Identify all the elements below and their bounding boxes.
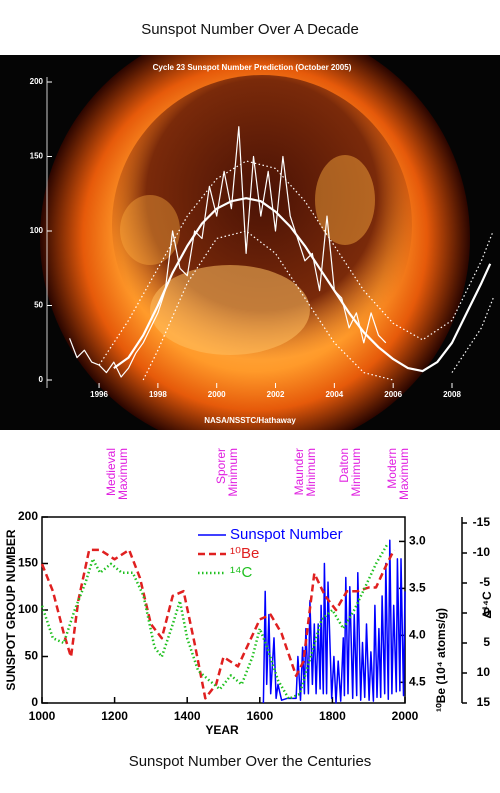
y3-tick-label: 5	[483, 635, 490, 649]
x-tick-label: 1800	[319, 709, 346, 723]
y2-tick-label: 4.0	[409, 628, 426, 642]
y-tick-label: 0	[31, 695, 38, 709]
y2-tick-label: 3.0	[409, 534, 426, 548]
chart-title: Cycle 23 Sunspot Number Prediction (Octo…	[153, 63, 352, 72]
x-tick-label: 2000	[392, 709, 419, 723]
series-line	[40, 548, 396, 700]
x-tick-label: 2000	[208, 390, 226, 399]
y-tick-label: 150	[18, 556, 38, 570]
x-tick-label: 2002	[267, 390, 285, 399]
x-axis-title: YEAR	[205, 723, 239, 737]
annotation: Maximum	[397, 448, 411, 500]
x-tick-label: 1400	[174, 709, 201, 723]
annotation: Medieval	[104, 448, 118, 496]
x-tick-label: 1996	[90, 390, 108, 399]
y-tick-label: 50	[25, 649, 39, 663]
y3-tick-label: -15	[473, 515, 491, 529]
legend-label: ¹⁴C	[230, 564, 252, 581]
x-tick-label: 2008	[443, 390, 461, 399]
sun-image	[0, 55, 500, 430]
y-tick-label: 150	[30, 152, 44, 161]
y-tick-label: 200	[18, 509, 38, 523]
y3-tick-label: 0	[483, 605, 490, 619]
caption-bottom: Sunspot Number Over the Centuries	[129, 753, 372, 770]
y3-tick-label: 10	[477, 665, 491, 679]
annotation: Minimum	[226, 448, 240, 497]
series-line	[113, 197, 492, 373]
y-tick-label: 200	[30, 77, 44, 86]
series-line	[142, 230, 494, 381]
annotation: Maximum	[116, 448, 130, 500]
x-tick-label: 2006	[384, 390, 402, 399]
y-tick-label: 100	[18, 602, 38, 616]
y-tick-label: 0	[39, 375, 44, 384]
y3-axis-title: Δ¹⁴C	[480, 591, 494, 619]
y3-tick-label: -10	[473, 545, 491, 559]
series-line	[69, 126, 387, 378]
y3-tick-label: 15	[477, 695, 491, 709]
y2-axis-title: ¹⁰Be (10⁴ atoms/g)	[434, 608, 448, 712]
chart-centuries: 0 50 100 150 200 3.0 3.5 4.0 4.5 -15 -10 -5 0 5 10 15 10…	[4, 448, 494, 737]
annotation: Modern	[385, 448, 399, 489]
y2-tick-label: 4.5	[409, 675, 426, 689]
series-line	[262, 539, 406, 704]
series-line	[40, 544, 388, 701]
y-axis-title: SUNSPOT GROUP NUMBER	[4, 529, 18, 690]
chart-decade: Cycle 23 Sunspot Number Prediction (Octo…	[30, 63, 494, 425]
y-tick-label: 100	[30, 226, 44, 235]
x-tick-label: 1200	[101, 709, 128, 723]
annotation: Minimum	[349, 448, 363, 497]
annotation: Minimum	[304, 448, 318, 497]
annotation: Maunder	[292, 448, 306, 495]
x-tick-label: 1600	[246, 709, 273, 723]
y3-tick-label: -5	[479, 575, 490, 589]
legend-label: Sunspot Number	[230, 526, 343, 543]
annotation: Dalton	[337, 448, 351, 483]
annotation: Sporer	[214, 448, 228, 484]
y2-tick-label: 3.5	[409, 581, 426, 595]
legend-label: ¹⁰Be	[230, 545, 259, 562]
x-tick-label: 1000	[29, 709, 56, 723]
credit: NASA/NSSTC/Hathaway	[204, 416, 296, 425]
x-tick-label: 2004	[325, 390, 343, 399]
caption-top: Sunspot Number Over A Decade	[141, 21, 359, 38]
x-tick-label: 1998	[149, 390, 167, 399]
series-line	[98, 160, 494, 366]
y-tick-label: 50	[34, 301, 43, 310]
